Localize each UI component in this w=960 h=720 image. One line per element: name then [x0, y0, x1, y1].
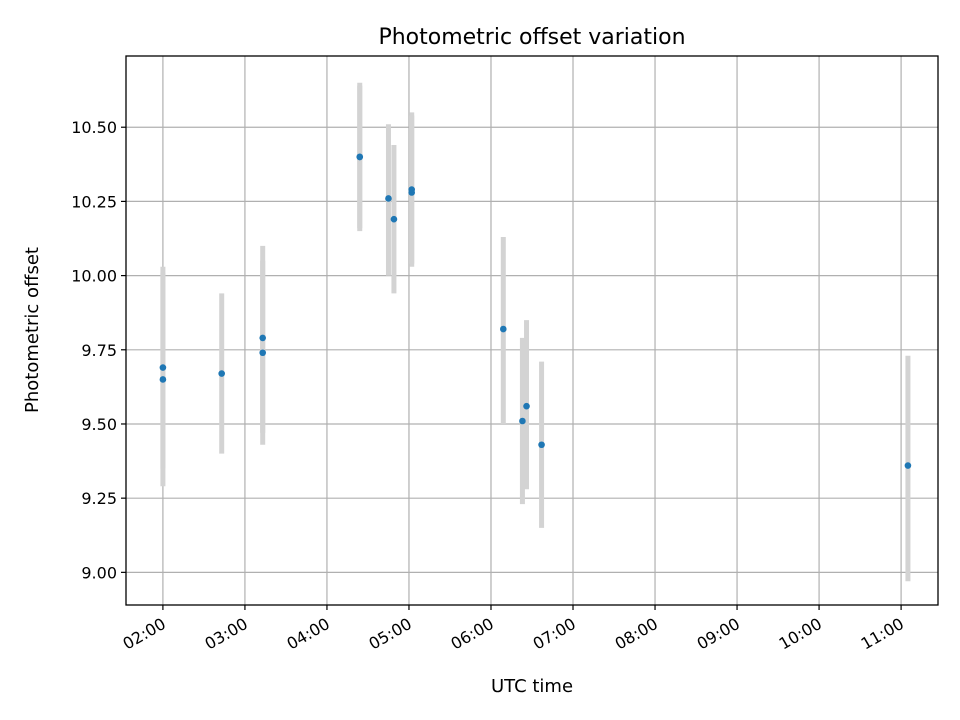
x-tick-label: 10:00: [776, 614, 825, 654]
y-tick-label: 10.50: [71, 118, 117, 137]
x-tick-label: 02:00: [119, 614, 168, 654]
data-point: [159, 364, 167, 371]
data-point: [523, 402, 530, 410]
data-point: [538, 441, 545, 449]
data-point: [519, 417, 526, 425]
x-tick-label: 09:00: [694, 614, 743, 654]
data-point: [259, 334, 267, 342]
data-point: [408, 186, 416, 193]
x-axis-ticks: 02:00 03:00 04:00 05:00 06:00 07:00 08:00 09:00…: [119, 605, 907, 654]
data-points: [159, 153, 912, 469]
y-tick-label: 10.00: [71, 267, 117, 286]
y-tick-label: 9.00: [81, 563, 117, 582]
y-tick-label: 9.25: [81, 489, 117, 508]
x-tick-label: 03:00: [201, 614, 250, 654]
y-tick-label: 9.50: [81, 415, 117, 434]
x-tick-label: 07:00: [530, 614, 579, 654]
x-tick-label: 06:00: [448, 614, 497, 654]
data-point: [218, 370, 225, 377]
x-tick-label: 05:00: [366, 614, 415, 654]
x-tick-label: 08:00: [612, 614, 661, 654]
error-bars: [160, 82, 911, 582]
data-point: [390, 215, 398, 223]
data-point: [159, 376, 167, 383]
chart-title: Photometric offset variation: [378, 25, 685, 50]
x-tick-label: 11:00: [858, 614, 907, 654]
y-axis-ticks: 9.00 9.25 9.50 9.75 10.00 10.25 10.50: [71, 118, 126, 582]
plot-frame: [125, 55, 939, 606]
y-axis-label: Photometric offset: [22, 247, 43, 413]
grid-lines: [126, 56, 938, 605]
y-tick-label: 10.25: [71, 192, 117, 211]
data-point: [356, 153, 364, 161]
data-point: [385, 195, 392, 202]
data-point: [499, 325, 507, 333]
data-point: [904, 462, 912, 469]
x-tick-label: 04:00: [284, 614, 333, 654]
data-point: [259, 349, 267, 357]
x-axis-label: UTC time: [491, 676, 573, 697]
y-tick-label: 9.75: [81, 341, 117, 360]
